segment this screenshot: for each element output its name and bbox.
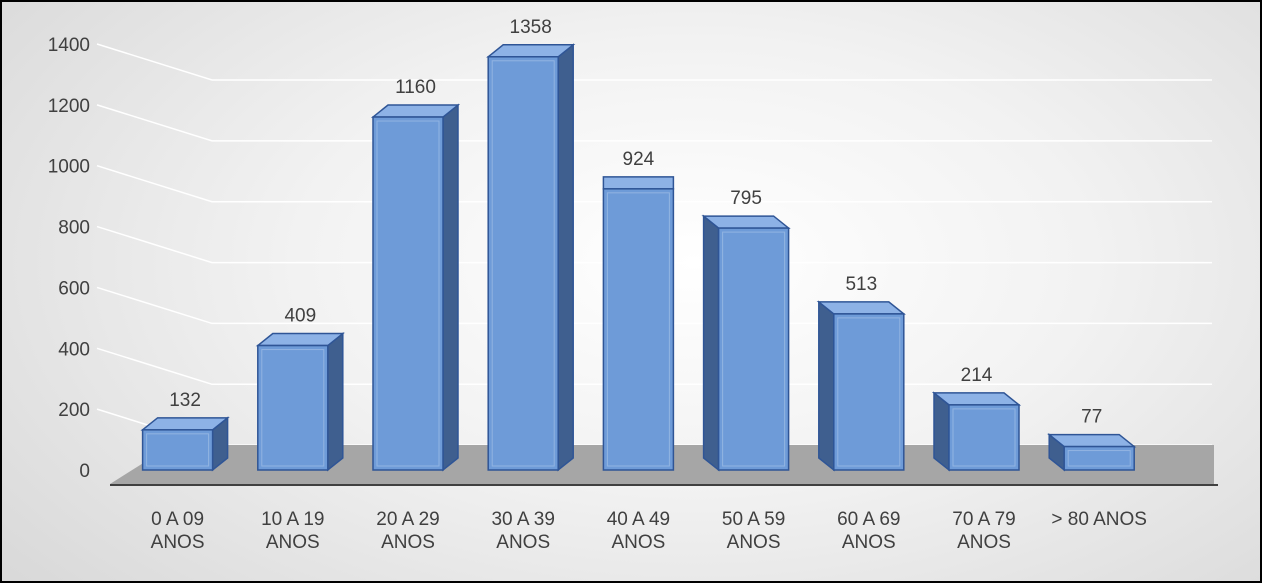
bar-top bbox=[701, 215, 791, 229]
data-label: 409 bbox=[284, 306, 316, 327]
y-tick-label: 200 bbox=[58, 400, 90, 421]
x-tick-label: 60 A 69 ANOS bbox=[837, 509, 900, 553]
bar-top bbox=[370, 104, 461, 118]
gridline bbox=[96, 164, 1212, 203]
bar-8 bbox=[931, 391, 1022, 472]
x-tick-label: > 80 ANOS bbox=[1051, 509, 1147, 530]
bar-6 bbox=[701, 214, 791, 472]
data-label: 1358 bbox=[510, 17, 552, 38]
x-tick-label: 10 A 19 ANOS bbox=[261, 509, 324, 553]
bar-3 bbox=[370, 103, 461, 472]
data-label: 513 bbox=[845, 274, 877, 295]
bar-top bbox=[486, 44, 576, 58]
bar-front bbox=[1063, 445, 1135, 471]
data-label: 1160 bbox=[395, 77, 436, 98]
bar-top bbox=[255, 332, 345, 347]
bar-front bbox=[717, 227, 790, 471]
bar-1 bbox=[140, 416, 230, 472]
y-tick-label: 1000 bbox=[48, 157, 90, 178]
gridline bbox=[96, 225, 1212, 264]
bar-5 bbox=[602, 176, 675, 471]
data-label: 77 bbox=[1081, 407, 1102, 428]
bar-front bbox=[257, 344, 329, 471]
x-tick-label: 0 A 09 ANOS bbox=[151, 509, 205, 553]
bar-9 bbox=[1047, 433, 1137, 472]
x-tick-label: 50 A 59 ANOS bbox=[722, 509, 785, 553]
bar-side bbox=[557, 43, 574, 472]
y-tick-label: 600 bbox=[58, 278, 90, 299]
bar-top bbox=[1047, 433, 1137, 448]
bar-front bbox=[833, 313, 905, 471]
y-tick-label: 1400 bbox=[48, 35, 90, 56]
gridlines bbox=[96, 43, 1212, 446]
bar-side bbox=[818, 300, 835, 472]
bar-top bbox=[602, 176, 675, 190]
bar-front bbox=[487, 56, 559, 471]
bar-highlight bbox=[837, 317, 901, 467]
bar-highlight bbox=[1067, 450, 1131, 467]
y-tick-label: 1200 bbox=[48, 96, 90, 117]
bar-4 bbox=[486, 43, 576, 472]
data-labels: 132 409 1160 1358 924 795 513 214 77 bbox=[169, 17, 1102, 428]
x-axis: 0 A 09 ANOS 10 A 19 ANOS 20 A 29 ANOS 30 A 39 A… bbox=[151, 509, 1147, 553]
data-label: 924 bbox=[623, 149, 655, 170]
bar-side bbox=[702, 214, 720, 472]
y-tick-label: 400 bbox=[58, 339, 90, 360]
bar-front bbox=[948, 404, 1020, 471]
bar-highlight bbox=[146, 433, 210, 467]
bar-side bbox=[933, 391, 950, 472]
y-tick-label: 800 bbox=[58, 218, 90, 239]
bar-side bbox=[327, 331, 344, 472]
bar-top bbox=[816, 301, 906, 315]
gridline bbox=[96, 43, 1212, 81]
bar-7 bbox=[816, 300, 906, 472]
gridline bbox=[96, 104, 1212, 142]
bar-highlight bbox=[261, 349, 325, 467]
bar-side bbox=[442, 103, 459, 472]
bar-front bbox=[602, 188, 675, 471]
bar-highlight bbox=[952, 408, 1016, 467]
bar-2 bbox=[255, 331, 345, 472]
x-tick-label: 70 A 79 ANOS bbox=[952, 509, 1015, 553]
data-label: 214 bbox=[961, 365, 993, 386]
bar-top bbox=[931, 392, 1022, 406]
bar-highlight bbox=[491, 60, 555, 467]
bar-front bbox=[372, 116, 444, 471]
bar-highlight bbox=[376, 120, 440, 467]
y-tick-label: 0 bbox=[79, 461, 90, 482]
bar-highlight bbox=[606, 192, 670, 467]
bar-top bbox=[140, 417, 230, 431]
bar-highlight bbox=[722, 231, 786, 467]
data-label: 795 bbox=[730, 188, 762, 209]
bars bbox=[140, 43, 1137, 472]
data-label: 132 bbox=[169, 390, 201, 411]
x-tick-label: 40 A 49 ANOS bbox=[607, 509, 670, 553]
y-axis: 0 200 400 600 800 1000 1200 1400 bbox=[48, 35, 90, 482]
bar-front bbox=[141, 429, 214, 471]
x-tick-label: 30 A 39 ANOS bbox=[491, 509, 554, 553]
x-tick-label: 20 A 29 ANOS bbox=[376, 509, 439, 553]
